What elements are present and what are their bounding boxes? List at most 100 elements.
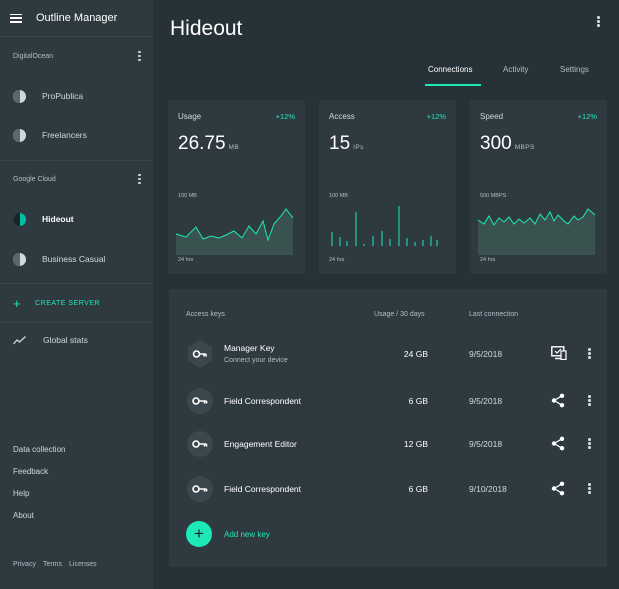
card-label: Access (329, 112, 355, 121)
section-digitalocean: DigitalOcean (0, 46, 153, 66)
more-vert-icon[interactable] (138, 50, 141, 62)
card-number: 300 (480, 133, 512, 154)
key-icon (187, 476, 213, 502)
key-name[interactable]: Engagement Editor (224, 439, 297, 449)
card-change: +12% (275, 112, 295, 121)
sidebar-item-hideout[interactable]: Hideout (0, 204, 153, 234)
key-usage: 6 GB (408, 396, 428, 406)
link-about[interactable]: About (13, 511, 34, 520)
link-data-collection[interactable]: Data collection (13, 445, 66, 454)
key-last-connection: 9/5/2018 (469, 439, 503, 449)
section-label: DigitalOcean (13, 52, 54, 60)
key-usage: 6 GB (408, 484, 428, 494)
divider (0, 160, 153, 161)
table-row: Engagement Editor 12 GB 9/5/2018 (169, 429, 607, 459)
column-header-usage: Usage / 30 days (374, 311, 425, 318)
usage-card: Usage +12% 26.75 MB 100 MB 24 hrs (168, 100, 305, 274)
card-label: Usage (178, 112, 202, 121)
tab-settings[interactable]: Settings (560, 65, 589, 74)
card-label: Speed (480, 112, 504, 121)
server-label: Business Casual (42, 254, 106, 264)
card-unit: IPs (353, 144, 364, 151)
key-name[interactable]: Field Correspondent (224, 396, 302, 406)
key-icon (187, 340, 213, 368)
key-last-connection: 9/5/2018 (469, 349, 503, 359)
card-unit: MBPS (514, 144, 535, 151)
key-icon (187, 388, 213, 414)
card-unit: MB (228, 144, 240, 151)
menu-icon[interactable] (10, 13, 22, 23)
divider (0, 283, 153, 284)
page-title: Hideout (170, 17, 243, 40)
chart-min-label: 24 hrs (178, 257, 194, 263)
create-server-label: CREATE SERVER (35, 300, 101, 307)
server-icon (13, 212, 26, 226)
server-icon (13, 89, 26, 103)
chart-max-label: 500 MBPS (480, 193, 507, 199)
active-tab-indicator (425, 84, 481, 86)
sidebar-item-propublica[interactable]: ProPublica (0, 81, 153, 111)
card-number: 26.75 (178, 133, 226, 154)
card-change: +12% (577, 112, 597, 121)
plus-icon: + (13, 296, 22, 311)
card-value: 26.75 MB (178, 133, 239, 155)
table-row: Field Correspondent 6 GB 9/5/2018 (169, 386, 607, 416)
key-name[interactable]: Field Correspondent (224, 484, 302, 494)
key-subtitle: Connect your device (224, 357, 288, 364)
link-feedback[interactable]: Feedback (13, 467, 49, 476)
more-vert-icon[interactable] (588, 483, 591, 494)
server-label: Hideout (42, 214, 74, 224)
usage-sparkline (176, 208, 294, 255)
sidebar: Outline Manager DigitalOcean ProPublica … (0, 0, 153, 589)
speed-sparkline (478, 208, 596, 255)
more-vert-icon[interactable] (588, 438, 591, 449)
server-label: ProPublica (42, 91, 84, 101)
add-key-button[interactable]: + (186, 521, 212, 547)
link-privacy[interactable]: Privacy (13, 561, 36, 568)
card-value: 15 IPs (329, 133, 364, 155)
key-last-connection: 9/5/2018 (469, 396, 503, 406)
key-usage: 12 GB (403, 439, 428, 449)
sidebar-header: Outline Manager (0, 0, 153, 37)
sidebar-item-business-casual[interactable]: Business Casual (0, 244, 153, 274)
trending-icon (13, 335, 26, 344)
more-vert-icon[interactable] (138, 173, 141, 185)
section-label: Google Cloud (13, 175, 56, 183)
server-icon (13, 128, 26, 142)
column-header-name: Access keys (186, 311, 225, 318)
tab-activity[interactable]: Activity (503, 65, 529, 74)
sidebar-links: Data collection Feedback Help About (13, 445, 65, 520)
chart-max-label: 100 MB (178, 193, 197, 199)
global-stats-button[interactable]: Global stats (13, 335, 88, 345)
access-bar-chart (331, 206, 438, 246)
server-icon (13, 252, 26, 266)
sidebar-item-freelancers[interactable]: Freelancers (0, 120, 153, 150)
link-help[interactable]: Help (13, 489, 30, 498)
divider (0, 322, 153, 323)
speed-card: Speed +12% 300 MBPS 500 MBPS 24 hrs (470, 100, 607, 274)
share-icon[interactable] (551, 393, 565, 408)
key-usage: 24 GB (403, 349, 428, 359)
more-vert-icon[interactable] (588, 395, 591, 406)
column-header-last: Last connection (469, 311, 519, 318)
key-last-connection: 9/10/2018 (469, 484, 507, 494)
connect-device-icon[interactable] (551, 346, 567, 360)
table-row: Field Correspondent 6 GB 9/10/2018 (169, 474, 607, 504)
section-google-cloud: Google Cloud (0, 169, 153, 189)
share-icon[interactable] (551, 436, 565, 451)
key-icon (187, 431, 213, 457)
add-key-label[interactable]: Add new key (224, 530, 270, 539)
tab-connections[interactable]: Connections (428, 65, 473, 74)
share-icon[interactable] (551, 481, 565, 496)
link-licenses[interactable]: Licenses (69, 561, 97, 568)
more-vert-icon[interactable] (588, 348, 591, 359)
access-keys-panel: Access keys Usage / 30 days Last connect… (169, 289, 607, 567)
link-terms[interactable]: Terms (42, 561, 63, 568)
more-vert-icon[interactable] (597, 16, 600, 27)
create-server-button[interactable]: + CREATE SERVER (13, 296, 100, 311)
sidebar-footer: Privacy Terms Licenses (13, 561, 97, 568)
key-name[interactable]: Manager Key (224, 343, 275, 353)
app-title: Outline Manager (36, 12, 118, 24)
card-number: 15 (329, 133, 351, 154)
chart-min-label: 24 hrs (329, 257, 345, 263)
